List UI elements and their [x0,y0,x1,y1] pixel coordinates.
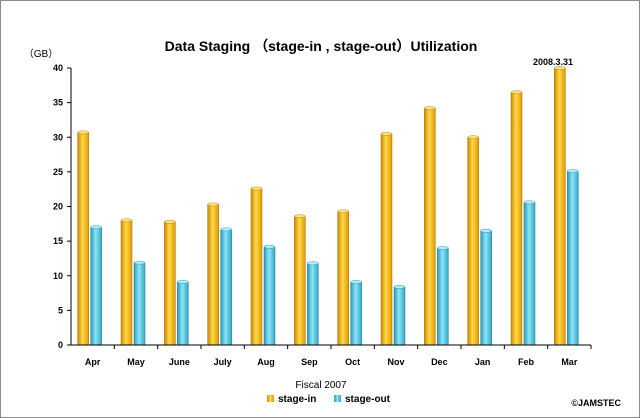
bar-stage-in [554,67,566,346]
bar-top-stage-out [133,260,146,265]
y-tick-label: 0 [58,340,63,350]
bar-stage-out [177,281,189,346]
bar-stage-in [467,137,479,346]
legend: stage-in stage-out [267,394,391,405]
bar-stage-in [294,215,306,346]
bar-stage-in [510,91,523,346]
bar-stage-in [120,220,133,346]
y-axis-label: （GB） [24,48,58,60]
x-tick-label: July [214,357,232,367]
bar-top-stage-in [77,130,89,135]
legend-label-stage-in: stage-in [278,394,316,405]
bar-stage-out [480,230,492,346]
bar-stage-out [307,263,319,346]
y-tick-label: 5 [58,305,63,315]
x-tick-label: Dec [431,357,448,367]
bar-stage-out [393,286,406,346]
y-axis: 0 5 10 15 20 25 30 35 40 [53,63,72,350]
x-axis: Apr May June July Aug Sep Oct Nov Dec Jan Feb Mar [71,344,592,367]
bar-stage-in [380,133,393,346]
x-tick-label: May [127,357,145,367]
bar-top-stage-in [164,219,176,224]
bar-stage-in [337,211,349,346]
bar-top-stage-in [510,90,523,95]
bar-stage-out [90,227,102,346]
bar-stage-out [263,246,276,346]
legend-label-stage-out: stage-out [345,394,391,405]
bar-top-stage-out [350,280,362,284]
bar-stage-out [523,202,536,346]
bar-stage-out [567,170,579,346]
x-tick-label: Oct [345,357,360,367]
bar-top-stage-out [177,280,189,284]
y-tick-label: 40 [53,63,63,73]
bars-group [77,66,579,346]
bar-stage-in [424,107,436,346]
legend-swatch-stage-out [334,395,341,402]
bar-top-stage-out [567,169,579,173]
bar-stage-out [350,281,362,346]
bar-top-stage-out [437,246,449,250]
bar-top-stage-in [337,209,349,214]
bar-top-stage-in [120,218,133,223]
bar-top-stage-out [263,244,276,249]
copyright-text: ©JAMSTEC [571,398,621,408]
bar-stage-out [133,262,146,346]
bar-top-stage-in [294,214,306,218]
bar-top-stage-out [523,200,536,205]
x-tick-label: June [169,357,190,367]
bar-stage-out [437,247,449,346]
x-tick-label: Mar [561,357,578,367]
y-tick-label: 15 [53,236,63,246]
peak-annotation: 2008.3.31 [533,57,573,67]
y-tick-label: 35 [53,98,63,108]
bar-stage-in [164,221,176,346]
bar-top-stage-out [393,285,406,289]
x-tick-label: Sep [301,357,318,367]
x-tick-label: Apr [85,357,101,367]
bar-top-stage-out [90,225,102,230]
y-tick-label: 10 [53,271,63,281]
x-axis-label: Fiscal 2007 [295,380,347,391]
y-tick-label: 20 [53,202,63,212]
bar-top-stage-in [380,131,393,136]
bar-top-stage-in [250,186,263,191]
bar-top-stage-out [480,228,492,233]
x-tick-label: Feb [518,357,535,367]
legend-swatch-stage-in [267,395,274,402]
bar-stage-in [77,132,89,346]
x-tick-label: Jan [475,357,491,367]
bar-top-stage-in [554,66,566,70]
x-tick-label: Nov [387,357,404,367]
y-tick-label: 30 [53,132,63,142]
bar-top-stage-in [207,202,219,207]
bar-top-stage-in [424,106,436,110]
y-tick-label: 25 [53,167,63,177]
bar-top-stage-out [307,261,319,266]
chart-title: Data Staging （stage-in , stage-out）Utili… [165,38,478,54]
x-tick-label: Aug [257,357,275,367]
bar-stage-in [207,204,219,346]
bar-stage-in [250,188,263,346]
bar-top-stage-out [220,227,232,232]
bar-top-stage-in [467,135,479,140]
bar-stage-out [220,229,232,346]
